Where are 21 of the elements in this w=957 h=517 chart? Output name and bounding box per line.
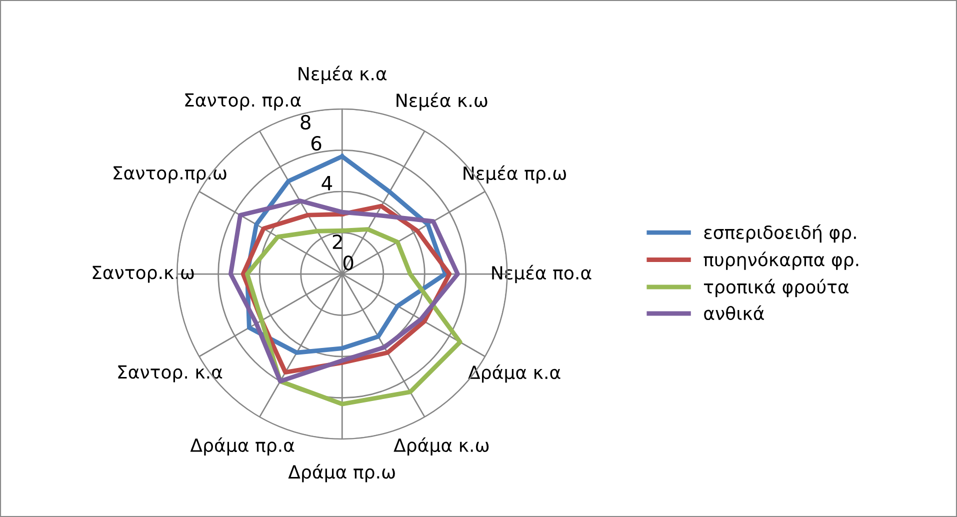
legend-label: εσπεριδοειδή φρ.	[704, 224, 856, 243]
legend-label: τροπικά φρούτα	[704, 278, 849, 298]
y-tick-label: 0	[343, 256, 354, 270]
spoke-label: Νεμέα πο.α	[492, 264, 592, 284]
spoke-label: Νεμέα πρ.ω	[464, 165, 566, 184]
spoke-label: Σαντορ.κ.ω	[92, 266, 194, 283]
spoke-label: Σαντορ. κ.α	[118, 365, 222, 382]
y-tick-label: 8	[300, 114, 310, 130]
y-tick-label: 4	[322, 176, 332, 190]
legend-label: πυρηνόκαρπα φρ.	[704, 252, 858, 270]
spoke-label: Σαντορ.πρ.ω	[114, 166, 226, 184]
spoke-label: Δράμα κ.ω	[394, 437, 489, 456]
spoke-label: Νεμέα κ.ω	[396, 92, 488, 111]
spoke-label: Σαντορ. πρ.α	[185, 93, 301, 110]
y-tick-label: 2	[332, 234, 342, 249]
legend-label: ανθικά	[704, 305, 764, 320]
spoke-label: Νεμέα κ.α	[298, 66, 386, 84]
spoke-label: Δράμα κ.α	[468, 364, 560, 383]
y-tick-label: 6	[311, 136, 322, 151]
spoke-label: Δράμα πρ.ω	[288, 464, 395, 482]
spoke-label: Δράμα πρ.α	[190, 437, 294, 456]
